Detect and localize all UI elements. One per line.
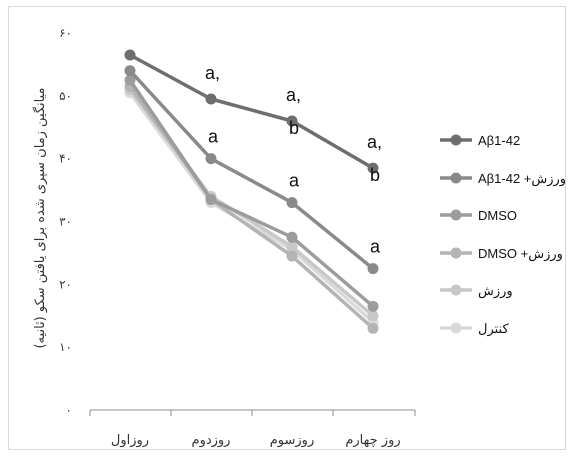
significance-label: a, — [367, 132, 382, 152]
significance-label: b — [370, 165, 380, 185]
legend-label: کنترل — [478, 321, 509, 337]
x-tick-label: روز چهارم — [345, 433, 400, 448]
data-point — [367, 162, 379, 174]
legend-marker — [450, 247, 462, 259]
significance-label: a, — [205, 63, 220, 83]
significance-label: a — [370, 237, 381, 257]
significance-label: a — [208, 127, 219, 147]
y-tick-label: ۵۰ — [59, 89, 72, 103]
data-point — [205, 194, 217, 206]
x-tick-label: روزدوم — [192, 433, 231, 448]
series-line — [128, 88, 375, 318]
significance-label: b — [289, 118, 299, 138]
data-point — [124, 49, 136, 61]
y-tick-label: ۶۰ — [59, 26, 72, 40]
legend-label: DMSO +ورزش — [478, 246, 563, 262]
data-point — [286, 197, 298, 209]
data-point — [367, 263, 379, 275]
y-tick-label: ۱۰ — [59, 340, 72, 354]
data-point — [205, 153, 217, 165]
data-point — [367, 322, 379, 334]
data-point — [367, 310, 379, 322]
y-axis-label: میانگین زمان سپری شده برای یافتن سکو (ثا… — [32, 87, 48, 348]
series-line — [129, 53, 374, 170]
data-point — [124, 65, 136, 77]
legend-label: Aβ1-42 +ورزش — [478, 171, 566, 187]
chart-frame — [8, 6, 566, 450]
y-tick-label: ۲۰ — [59, 277, 72, 291]
significance-label: a — [289, 171, 300, 191]
y-tick-label: ۴۰ — [59, 152, 72, 166]
data-point — [367, 300, 379, 312]
data-point — [286, 231, 298, 243]
y-tick-label: ۰ — [66, 403, 72, 417]
legend-marker — [450, 172, 462, 184]
x-tick-label: روزسوم — [270, 433, 315, 448]
legend-label: Aβ1-42 — [478, 133, 520, 148]
data-point — [286, 115, 298, 127]
legend-label: DMSO — [478, 208, 517, 223]
series-line — [128, 85, 375, 330]
series-line — [128, 91, 375, 324]
legend-label: ورزش — [478, 283, 513, 299]
data-point — [124, 74, 136, 86]
x-tick-label: روزاول — [111, 433, 149, 448]
legend-marker — [450, 284, 462, 296]
series-line — [128, 69, 375, 270]
series-line — [128, 79, 375, 308]
data-point — [286, 250, 298, 262]
significance-label: a, — [286, 85, 301, 105]
y-tick-label: ۳۰ — [59, 215, 72, 229]
data-point — [205, 93, 217, 105]
legend-marker — [450, 322, 462, 334]
legend-marker — [450, 209, 462, 221]
legend-marker — [450, 134, 462, 146]
data-point — [286, 241, 298, 253]
